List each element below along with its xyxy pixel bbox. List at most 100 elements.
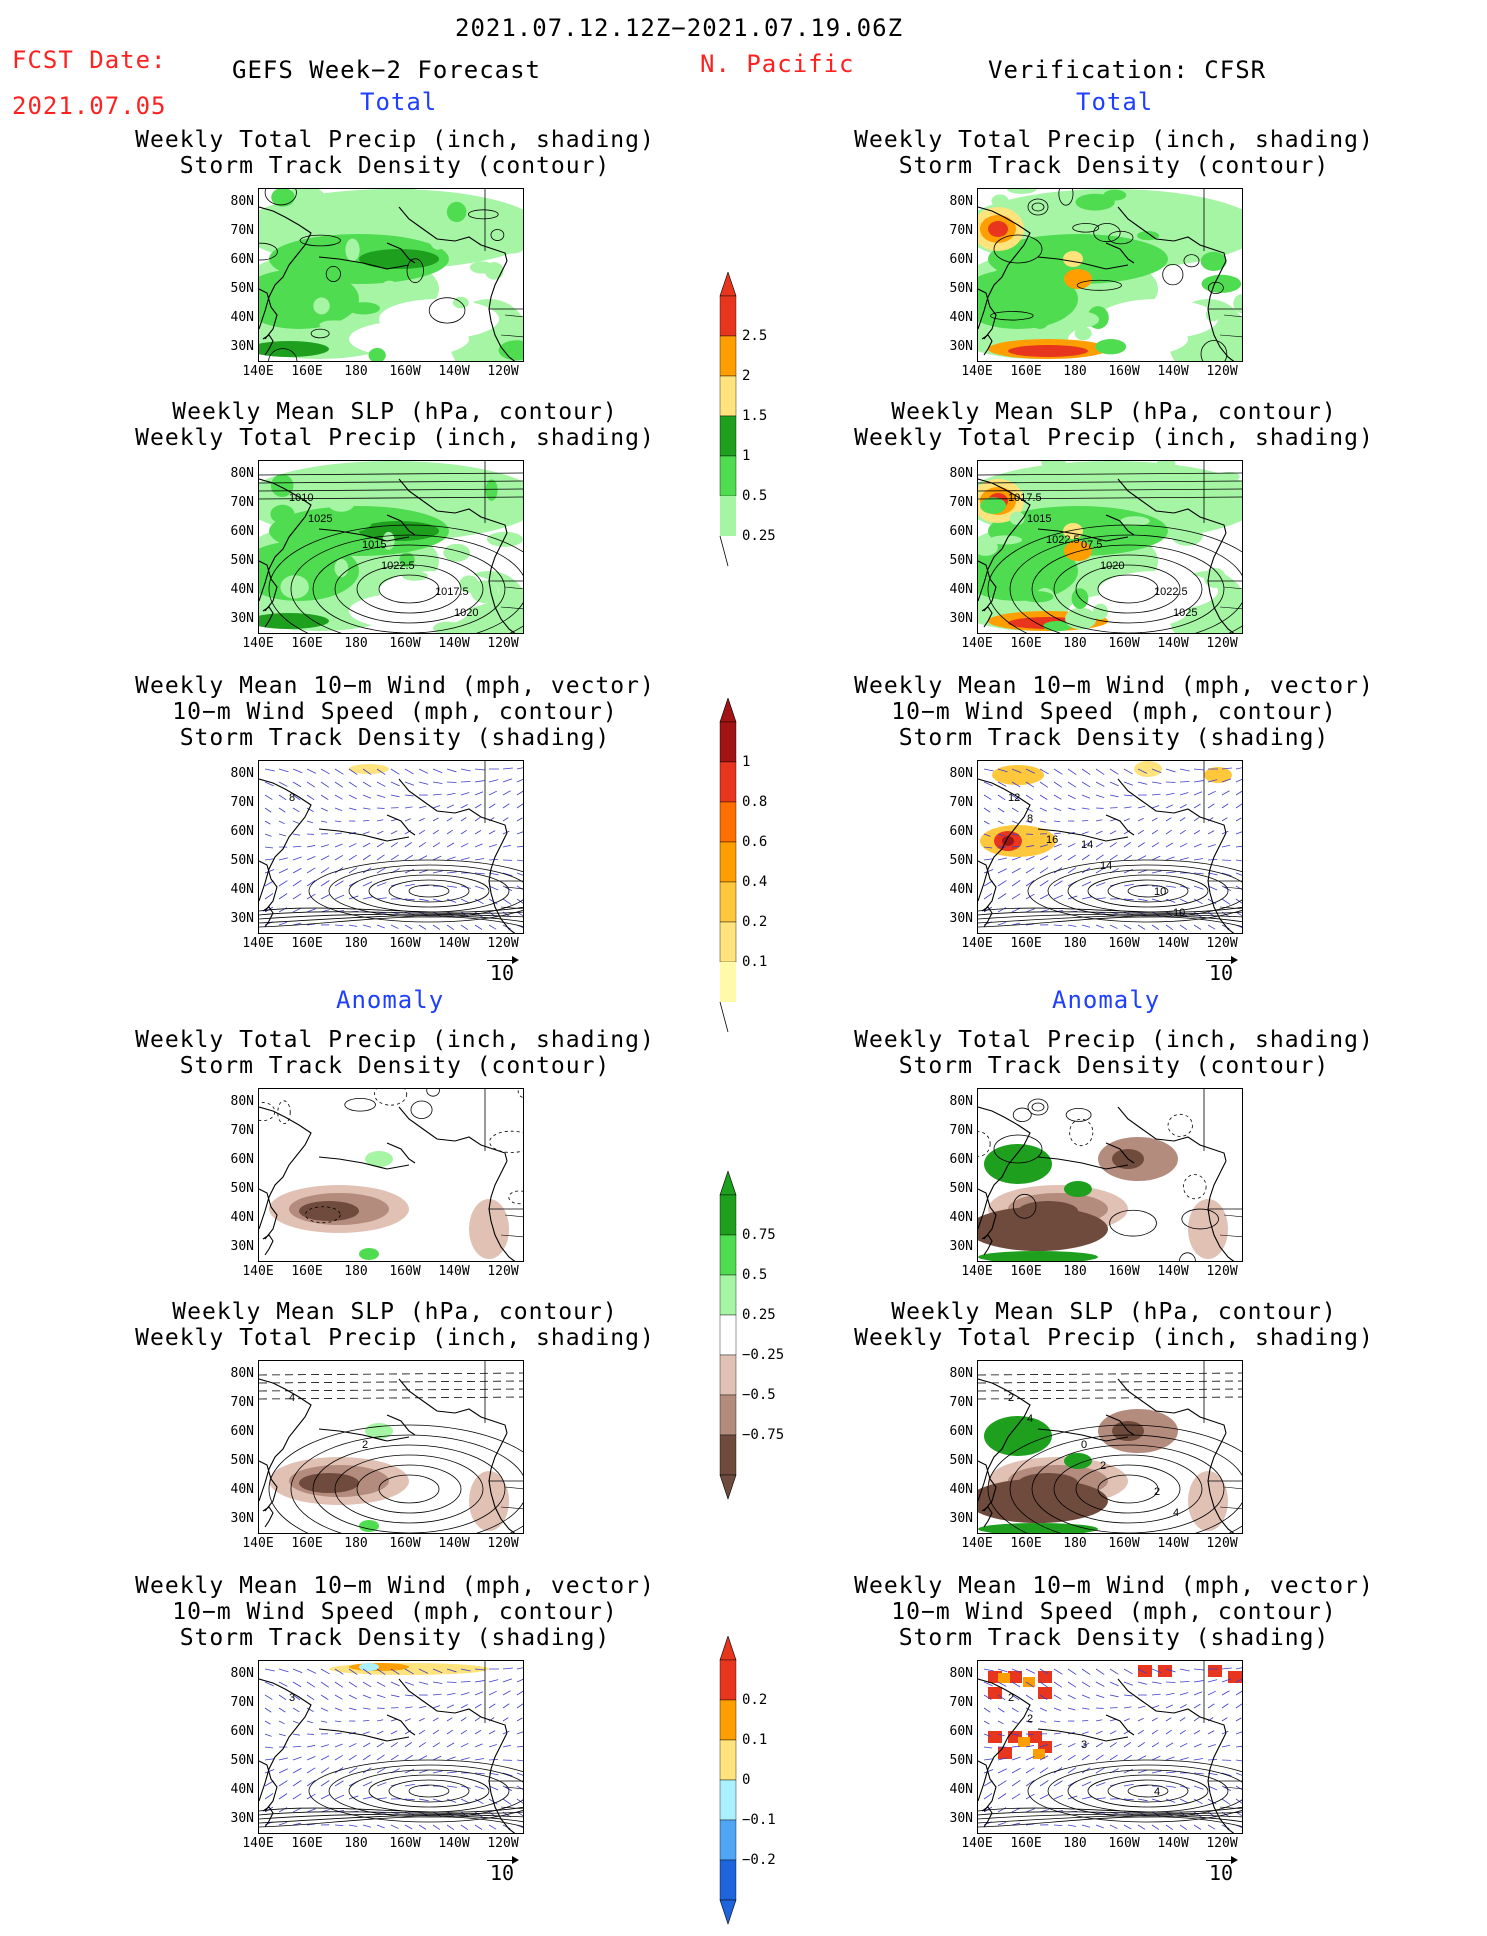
precip-speck (1070, 508, 1105, 523)
lat-label: 70N (939, 1123, 973, 1138)
lat-label: 40N (939, 582, 973, 597)
colorbar-label: −0.5 (742, 1387, 776, 1403)
lat-label: 60N (939, 252, 973, 267)
panel-title-line: Weekly Mean 10−m Wind (mph, vector) (135, 1573, 655, 1599)
contour-label: 2 (362, 1439, 368, 1451)
precip-speck (486, 515, 505, 527)
precip-speck (991, 194, 1008, 207)
colorbar-label: 0.1 (742, 954, 767, 970)
colorbar-label: 0.6 (742, 834, 767, 850)
verification-title: Verification: CFSR (988, 56, 1266, 84)
contour-label: 4 (289, 1392, 295, 1404)
panel-title-line: Storm Track Density (contour) (135, 1053, 655, 1079)
lat-label: 40N (939, 1782, 973, 1797)
contour-label: 1015 (362, 539, 386, 551)
colorbar-segment (720, 922, 736, 962)
vector-reference-value: 10 (1201, 1861, 1241, 1885)
panel-title-line: Weekly Total Precip (inch, shading) (135, 425, 655, 451)
colorbar-segment (720, 1355, 736, 1395)
vector-reference: 10 (482, 1860, 522, 1885)
colorbar-segment (720, 456, 736, 496)
lat-label: 80N (220, 1666, 254, 1681)
vector-reference: 10 (1201, 960, 1241, 985)
storm-anom-cell (1228, 1671, 1242, 1683)
lon-label: 140E (955, 636, 999, 651)
lat-label: 60N (220, 824, 254, 839)
colorbar-tail (720, 536, 728, 566)
contour-label: 4 (1173, 1507, 1179, 1519)
precip-speck (443, 544, 470, 562)
lon-label: 180 (334, 1836, 378, 1851)
lon-label: 180 (334, 1264, 378, 1279)
fcst-date-label: FCST Date: (12, 46, 167, 74)
storm-anom-cell (1138, 1665, 1152, 1677)
vector-reference-arrow (1206, 960, 1236, 961)
lat-label: 80N (220, 466, 254, 481)
precip-speck (1021, 277, 1042, 285)
panel-title-line: Weekly Total Precip (inch, shading) (135, 127, 655, 153)
forecast-title: GEFS Week−2 Forecast (232, 56, 541, 84)
colorbar-segment (720, 802, 736, 842)
region-title: N. Pacific (700, 50, 855, 78)
contour-label: 14 (1100, 860, 1112, 872)
lat-label: 30N (939, 1811, 973, 1826)
contour-label: 10 (1154, 886, 1166, 898)
panel-title-line: 10−m Wind Speed (mph, contour) (854, 699, 1374, 725)
storm-density-shade (349, 764, 389, 774)
precip-speck (382, 281, 397, 293)
lon-label: 160E (1004, 1536, 1048, 1551)
lat-label: 60N (220, 1424, 254, 1439)
panel-title-line: Weekly Total Precip (inch, shading) (854, 425, 1374, 451)
lat-label: 60N (939, 824, 973, 839)
vector-reference-value: 10 (482, 1861, 522, 1885)
colorbar-segment (720, 962, 736, 1002)
contour-label: 10 (1173, 907, 1185, 919)
lon-label: 160W (1102, 1836, 1146, 1851)
precip-speck (402, 571, 428, 580)
contour-label: 1010 (289, 492, 313, 504)
storm-anom-shade (359, 1663, 379, 1671)
lon-label: 180 (334, 636, 378, 651)
vector-reference-value: 10 (1201, 961, 1241, 985)
panel-title-line: Weekly Mean SLP (hPa, contour) (135, 1299, 655, 1325)
contour-label: 16 (1046, 834, 1058, 846)
colorbar-label: −0.1 (742, 1812, 776, 1828)
lon-label: 180 (334, 364, 378, 379)
panel-title-line: Storm Track Density (shading) (135, 725, 655, 751)
storm-anom-cell (998, 1747, 1012, 1759)
lon-label: 120W (1200, 636, 1244, 651)
lon-label: 160E (1004, 1836, 1048, 1851)
lon-label: 160W (383, 1536, 427, 1551)
precip-shade-dark (359, 249, 439, 269)
map-canvas (978, 1089, 1243, 1262)
map-panel-wind-total-forecast: 8 (258, 760, 524, 934)
lon-label: 120W (481, 364, 525, 379)
period-title: 2021.07.12.12Z−2021.07.19.06Z (455, 14, 903, 42)
lon-label: 160E (285, 936, 329, 951)
contour-label: 1020 (454, 607, 478, 619)
panel-title-line: Storm Track Density (shading) (854, 725, 1374, 751)
lon-label: 140E (236, 364, 280, 379)
lat-label: 60N (939, 1724, 973, 1739)
precip-speck (313, 297, 329, 314)
lon-label: 160E (285, 1536, 329, 1551)
map-canvas: 8 (259, 761, 524, 934)
colorbar-label: 0.2 (742, 1692, 767, 1708)
precip-shade-high (988, 221, 1008, 237)
colorbar-top-arrow (720, 698, 736, 722)
colorbar-label: 1.5 (742, 408, 767, 424)
lon-label: 180 (1053, 936, 1097, 951)
colorbar-segment (720, 1660, 736, 1700)
lon-label: 160E (1004, 364, 1048, 379)
lon-label: 120W (481, 1536, 525, 1551)
colorbar-label: 0.8 (742, 794, 767, 810)
colorbar-label: 0.2 (742, 914, 767, 930)
lon-label: 180 (334, 1536, 378, 1551)
lon-label: 180 (1053, 364, 1097, 379)
precip-speck (333, 511, 372, 532)
lon-label: 160E (1004, 1264, 1048, 1279)
lon-label: 160W (383, 936, 427, 951)
precip-speck (369, 348, 386, 362)
